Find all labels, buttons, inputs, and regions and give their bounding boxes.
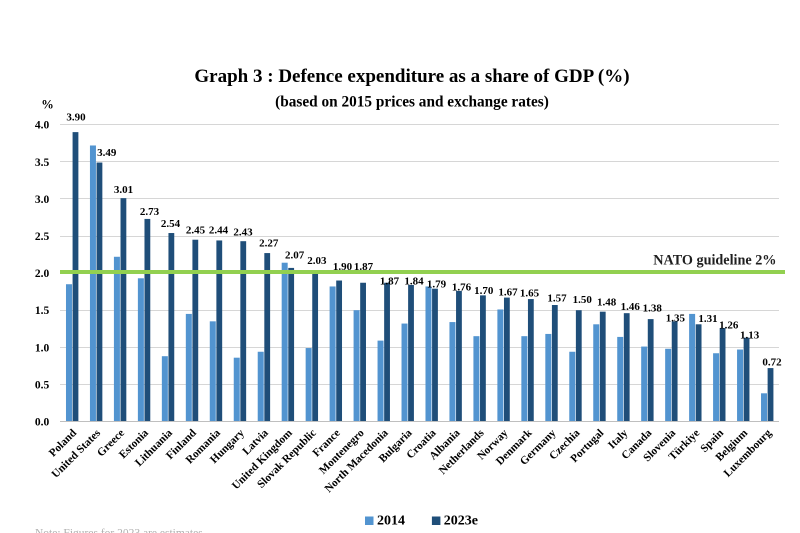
svg-text:2.45: 2.45 bbox=[186, 225, 206, 237]
svg-text:1.57: 1.57 bbox=[547, 293, 567, 305]
svg-text:Graph 3 : Defence expenditure: Graph 3 : Defence expenditure as a share… bbox=[194, 66, 629, 87]
svg-text:0.72: 0.72 bbox=[762, 356, 782, 368]
svg-text:2014: 2014 bbox=[377, 514, 405, 529]
svg-text:3.90: 3.90 bbox=[66, 112, 86, 124]
svg-text:1.13: 1.13 bbox=[740, 330, 760, 342]
svg-text:2.54: 2.54 bbox=[161, 218, 181, 230]
svg-text:1.70: 1.70 bbox=[474, 285, 494, 297]
svg-text:2.43: 2.43 bbox=[233, 227, 253, 239]
svg-text:1.26: 1.26 bbox=[719, 320, 739, 332]
svg-text:0.0: 0.0 bbox=[35, 417, 50, 429]
svg-text:4.0: 4.0 bbox=[35, 120, 50, 132]
svg-text:3.0: 3.0 bbox=[35, 194, 50, 206]
svg-text:2.03: 2.03 bbox=[307, 255, 327, 267]
svg-text:3.49: 3.49 bbox=[97, 147, 117, 159]
svg-text:1.50: 1.50 bbox=[573, 294, 593, 306]
svg-text:1.87: 1.87 bbox=[380, 276, 400, 288]
svg-text:2.44: 2.44 bbox=[209, 225, 229, 237]
svg-text:2.73: 2.73 bbox=[140, 206, 160, 218]
svg-text:2023e: 2023e bbox=[444, 514, 478, 529]
svg-text:3.5: 3.5 bbox=[35, 157, 50, 169]
svg-text:2.5: 2.5 bbox=[35, 231, 50, 243]
svg-text:1.0: 1.0 bbox=[35, 342, 50, 354]
svg-text:1.90: 1.90 bbox=[333, 261, 353, 273]
svg-text:2.0: 2.0 bbox=[35, 268, 50, 280]
svg-text:Note: Figures for 2023 are est: Note: Figures for 2023 are estimates. bbox=[35, 528, 206, 533]
svg-text:1.76: 1.76 bbox=[452, 281, 472, 293]
svg-text:(based on 2015 prices and exch: (based on 2015 prices and exchange rates… bbox=[275, 94, 549, 111]
svg-text:1.79: 1.79 bbox=[427, 279, 447, 291]
svg-text:3.01: 3.01 bbox=[114, 184, 133, 196]
svg-text:1.65: 1.65 bbox=[520, 288, 540, 300]
svg-text:1.5: 1.5 bbox=[35, 305, 50, 317]
svg-text:1.38: 1.38 bbox=[643, 302, 663, 314]
svg-text:1.46: 1.46 bbox=[621, 301, 641, 313]
svg-text:1.31: 1.31 bbox=[698, 313, 717, 325]
svg-text:1.48: 1.48 bbox=[597, 297, 617, 309]
svg-text:1.84: 1.84 bbox=[404, 276, 424, 288]
svg-text:NATO guideline 2%: NATO guideline 2% bbox=[653, 252, 776, 268]
svg-text:1.35: 1.35 bbox=[666, 312, 686, 324]
svg-text:2.27: 2.27 bbox=[259, 237, 279, 249]
svg-text:%: % bbox=[41, 98, 54, 112]
svg-text:0.5: 0.5 bbox=[35, 379, 50, 391]
svg-text:2.07: 2.07 bbox=[285, 249, 305, 261]
svg-text:1.87: 1.87 bbox=[354, 261, 374, 273]
svg-text:1.67: 1.67 bbox=[498, 287, 518, 299]
